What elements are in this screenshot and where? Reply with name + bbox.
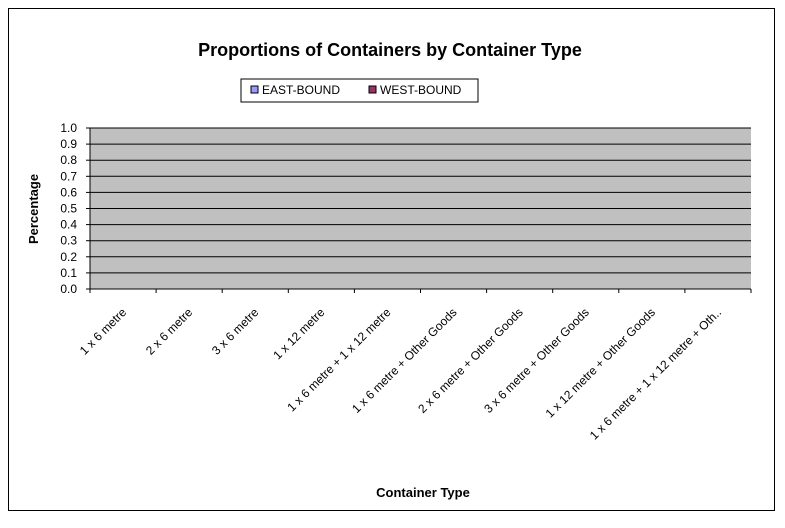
x-tick-label: 1 x 12 metre	[270, 305, 327, 362]
x-tick-label: 2 x 6 metre	[143, 305, 196, 358]
legend-swatch-east-bound	[250, 85, 259, 94]
x-tick-label: 3 x 6 metre	[209, 305, 262, 358]
x-tick-label: 1 x 6 metre + 1 x 12 metre + Oth..	[587, 305, 724, 442]
y-tick-label: 0.7	[60, 169, 77, 183]
x-tick-label: 1 x 6 metre	[77, 305, 130, 358]
y-axis: 0.0 0.1 0.2 0.3 0.4 0.5 0.6 0.7 0.8 0.9 1.0	[60, 121, 91, 296]
y-tick-label: 0.6	[60, 185, 77, 199]
x-tick-label: 1 x 12 metre + Other Goods	[543, 305, 658, 420]
legend: EAST-BOUND WEST-BOUND	[240, 78, 479, 103]
legend-box	[240, 78, 479, 103]
gridlines	[90, 127, 751, 290]
legend-label-east-bound: EAST-BOUND	[262, 83, 340, 97]
chart-canvas: Proportions of Containers by Container T…	[26, 40, 752, 500]
y-tick-label: 1.0	[60, 121, 77, 135]
x-tick-label: 1 x 6 metre + Other Goods	[349, 305, 460, 416]
x-axis-title: Container Type	[376, 485, 470, 500]
y-tick-label: 0.2	[60, 250, 77, 264]
chart-title: Proportions of Containers by Container T…	[198, 40, 582, 60]
y-axis-title: Percentage	[26, 174, 41, 244]
legend-swatch-west-bound	[368, 85, 377, 94]
chart-frame: Proportions of Containers by Container T…	[8, 8, 775, 511]
y-tick-label: 0.3	[60, 234, 77, 248]
x-tick-label: 3 x 6 metre + Other Goods	[481, 305, 592, 416]
y-tick-label: 0.9	[60, 137, 77, 151]
x-axis: 1 x 6 metre 2 x 6 metre 3 x 6 metre 1 x 12 …	[77, 288, 752, 442]
y-tick-label: 0.1	[60, 266, 77, 280]
y-tick-label: 0.0	[60, 282, 77, 296]
y-tick-label: 0.8	[60, 153, 77, 167]
y-tick-label: 0.5	[60, 202, 77, 216]
legend-label-west-bound: WEST-BOUND	[380, 83, 462, 97]
y-tick-label: 0.4	[60, 218, 77, 232]
x-tick-label: 2 x 6 metre + Other Goods	[415, 305, 526, 416]
